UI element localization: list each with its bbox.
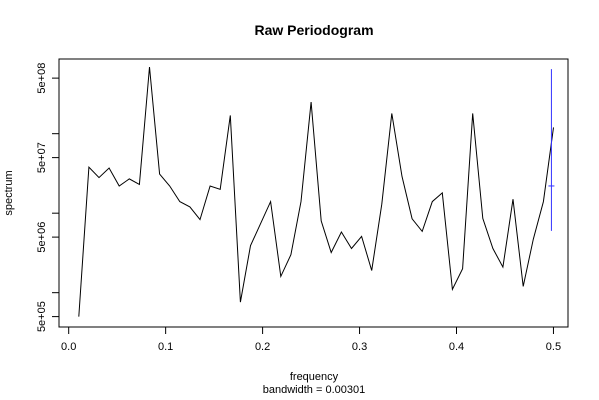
x-tick-label: 0.0	[61, 341, 76, 353]
series-layer	[78, 66, 554, 317]
x-tick-label: 0.5	[546, 341, 561, 353]
y-axis-label: spectrum	[3, 170, 15, 215]
y-axis: 5e+05 5e+06 5e+07 5e+08	[36, 63, 60, 332]
chart-title: Raw Periodogram	[254, 22, 373, 38]
y-tick-label: 5e+05	[36, 301, 48, 332]
x-tick-label: 0.2	[255, 341, 270, 353]
x-axis: 0.0 0.1 0.2 0.3 0.4 0.5	[61, 326, 561, 353]
x-axis-label: frequency	[290, 371, 339, 383]
y-tick-label: 5e+06	[36, 222, 48, 253]
plot-frame	[58, 58, 569, 328]
x-tick-label: 0.4	[449, 341, 464, 353]
x-tick-label: 0.3	[352, 341, 367, 353]
bandwidth-label: bandwidth = 0.00301	[263, 384, 365, 396]
y-tick-label: 5e+08	[36, 63, 48, 94]
error-bar-layer	[548, 69, 555, 231]
y-tick-label: 5e+07	[36, 142, 48, 173]
x-tick-label: 0.1	[158, 341, 173, 353]
spectrum-line	[78, 66, 554, 317]
